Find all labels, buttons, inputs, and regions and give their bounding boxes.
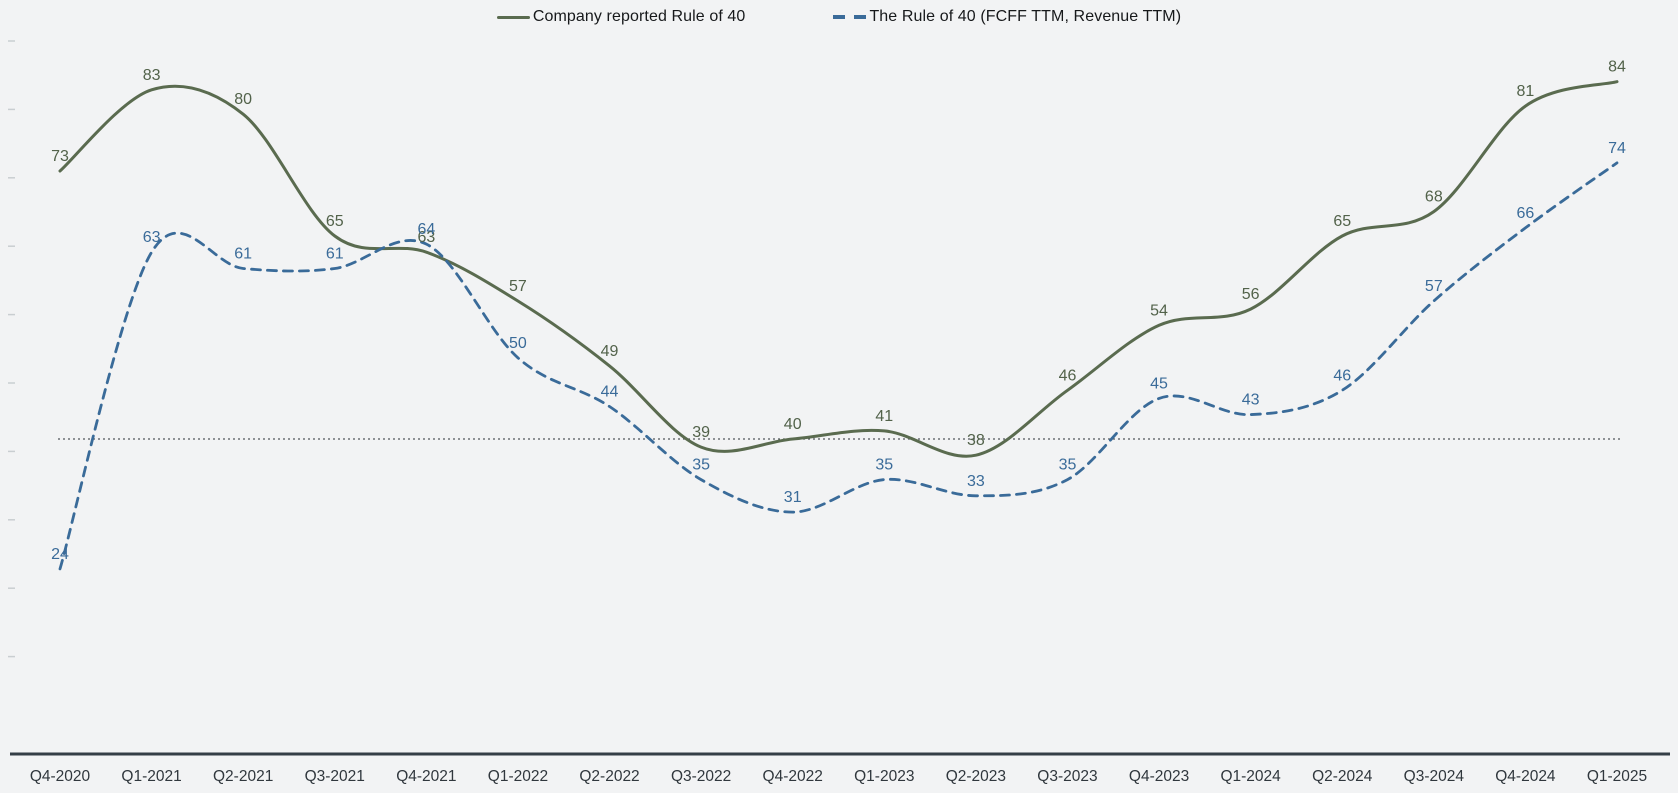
value-label-fcff: 61: [234, 245, 252, 262]
value-label-reported: 49: [601, 343, 619, 360]
value-label-reported: 63: [417, 229, 435, 246]
x-axis-label: Q3-2023: [1037, 768, 1097, 785]
value-label-reported: 39: [692, 424, 710, 441]
x-axis-label: Q3-2022: [671, 768, 731, 785]
x-axis-label: Q4-2024: [1495, 768, 1556, 785]
solid-line-swatch-icon: [496, 15, 530, 19]
legend-label-company-reported: Company reported Rule of 40: [532, 8, 746, 25]
fcff-ttm-line: [58, 161, 1619, 571]
x-axis-label: Q4-2023: [1129, 768, 1189, 785]
chart-legend: Company reported Rule of 40 The Rule of …: [0, 8, 1678, 26]
value-label-reported: 65: [1333, 213, 1351, 230]
value-label-fcff: 35: [875, 457, 893, 474]
value-label-fcff: 24: [51, 546, 69, 563]
value-label-fcff: 64: [417, 221, 435, 238]
x-axis-label: Q1-2025: [1587, 768, 1647, 785]
value-label-reported: 40: [784, 416, 802, 433]
company-reported-line: [58, 80, 1619, 458]
value-label-reported: 84: [1608, 59, 1626, 76]
value-label-reported: 81: [1517, 83, 1535, 100]
x-axis-label: Q2-2023: [946, 768, 1006, 785]
value-label-fcff: 45: [1150, 375, 1168, 392]
legend-item-company-reported[interactable]: Company reported Rule of 40: [496, 8, 746, 26]
x-axis-label: Q1-2023: [854, 768, 914, 785]
value-label-fcff: 43: [1242, 392, 1260, 409]
value-label-fcff: 35: [1059, 457, 1077, 474]
value-label-reported: 57: [509, 278, 527, 295]
x-axis-label: Q4-2022: [763, 768, 823, 785]
value-label-fcff: 44: [601, 384, 619, 401]
x-axis-label: Q2-2024: [1312, 768, 1373, 785]
value-label-reported: 56: [1242, 286, 1260, 303]
x-axis-label: Q1-2024: [1220, 768, 1281, 785]
value-label-fcff: 61: [326, 245, 344, 262]
x-axis-label: Q2-2021: [213, 768, 273, 785]
value-label-fcff: 57: [1425, 278, 1443, 295]
value-label-fcff: 46: [1333, 367, 1351, 384]
value-label-fcff: 63: [143, 229, 161, 246]
x-axis-label: Q4-2021: [396, 768, 456, 785]
dashed-line-swatch-icon: [833, 15, 867, 19]
x-axis-label: Q4-2020: [30, 768, 91, 785]
value-label-fcff: 35: [692, 457, 710, 474]
x-axis-label: Q3-2024: [1404, 768, 1465, 785]
x-axis-label: Q3-2021: [305, 768, 365, 785]
value-label-fcff: 66: [1517, 205, 1535, 222]
value-label-reported: 83: [143, 67, 161, 84]
x-axis-label: Q2-2022: [579, 768, 639, 785]
value-label-reported: 65: [326, 213, 344, 230]
x-axis-label: Q1-2022: [488, 768, 548, 785]
legend-label-fcff-ttm: The Rule of 40 (FCFF TTM, Revenue TTM): [869, 8, 1182, 25]
value-label-fcff: 74: [1608, 140, 1626, 157]
value-label-fcff: 31: [784, 489, 802, 506]
x-axis-label: Q1-2021: [121, 768, 181, 785]
value-label-reported: 38: [967, 432, 985, 449]
value-label-reported: 54: [1150, 302, 1168, 319]
legend-item-fcff-ttm[interactable]: The Rule of 40 (FCFF TTM, Revenue TTM): [833, 8, 1181, 26]
value-label-reported: 80: [234, 91, 252, 108]
value-label-fcff: 50: [509, 335, 527, 352]
value-label-reported: 41: [875, 408, 893, 425]
value-label-fcff: 33: [967, 473, 985, 490]
value-label-reported: 73: [51, 148, 69, 165]
value-label-reported: 68: [1425, 189, 1443, 206]
value-label-reported: 46: [1059, 367, 1077, 384]
